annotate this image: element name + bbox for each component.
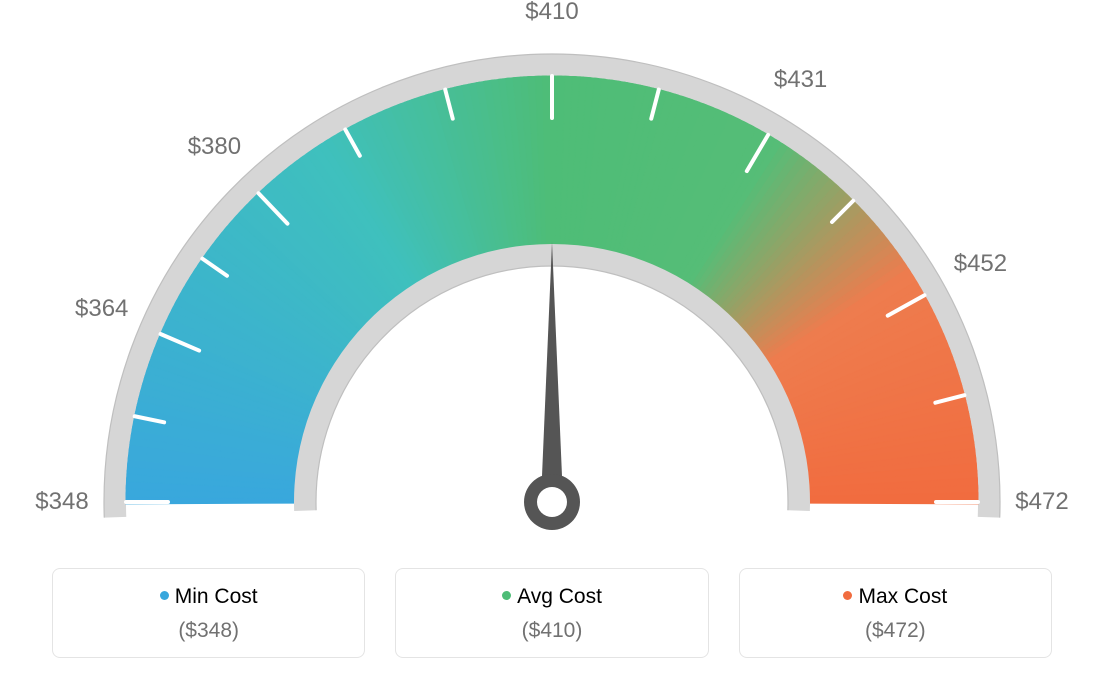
gauge-svg <box>0 0 1104 560</box>
legend-card-min: Min Cost ($348) <box>52 568 365 658</box>
legend-value-avg: ($410) <box>406 619 697 643</box>
legend-card-max: Max Cost ($472) <box>739 568 1052 658</box>
legend-card-avg: Avg Cost ($410) <box>395 568 708 658</box>
gauge-tick-label: $431 <box>774 66 827 94</box>
gauge-chart: $348 $364 $380 $410 $431 $452 $472 <box>0 0 1104 560</box>
gauge-tick-label: $410 <box>525 0 578 26</box>
legend-value-min: ($348) <box>63 619 354 643</box>
gauge-tick-label: $348 <box>35 488 88 516</box>
gauge-tick-label: $364 <box>75 295 128 323</box>
gauge-tick-label: $472 <box>1015 488 1068 516</box>
gauge-tick-label: $452 <box>954 250 1007 278</box>
legend-label-avg: Avg Cost <box>517 585 602 608</box>
legend-value-max: ($472) <box>750 619 1041 643</box>
legend-title-avg: Avg Cost <box>406 585 697 609</box>
legend-dot-max <box>843 591 852 600</box>
legend-title-max: Max Cost <box>750 585 1041 609</box>
legend-dot-min <box>160 591 169 600</box>
gauge-tick-label: $380 <box>188 133 241 161</box>
legend-row: Min Cost ($348) Avg Cost ($410) Max Cost… <box>0 568 1104 658</box>
legend-dot-avg <box>502 591 511 600</box>
legend-title-min: Min Cost <box>63 585 354 609</box>
legend-label-min: Min Cost <box>175 585 258 608</box>
legend-label-max: Max Cost <box>858 585 947 608</box>
